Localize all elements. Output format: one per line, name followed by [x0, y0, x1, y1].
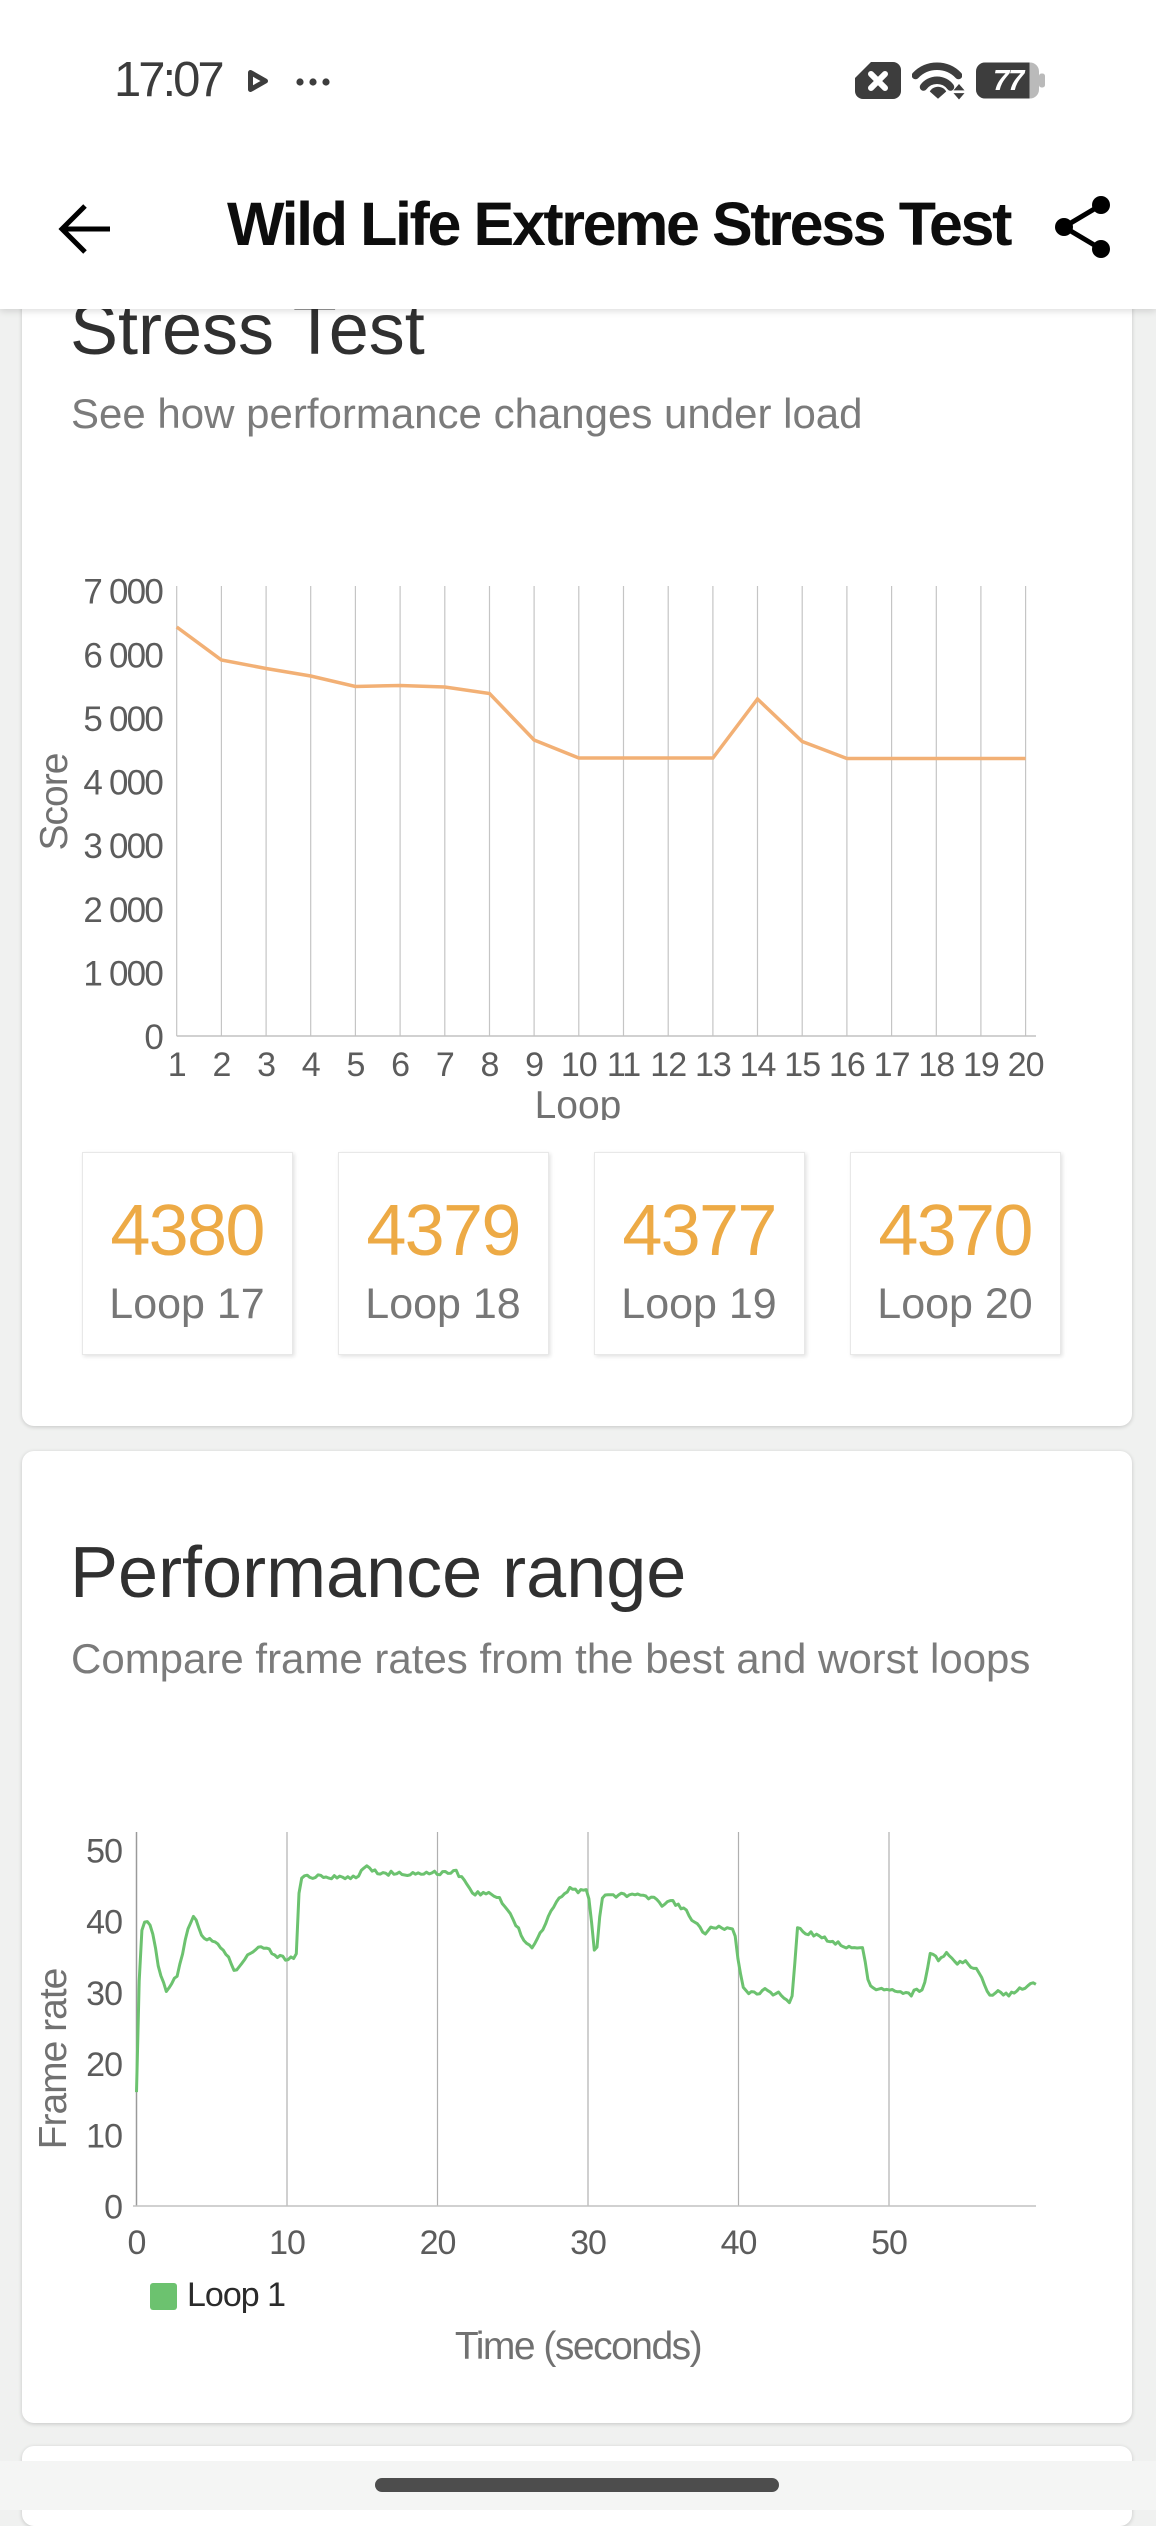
svg-text:40: 40: [721, 2224, 757, 2262]
svg-text:13: 13: [695, 1046, 731, 1084]
svg-text:4 000: 4 000: [83, 764, 163, 803]
svg-text:0: 0: [128, 2224, 146, 2262]
svg-text:1 000: 1 000: [83, 955, 163, 994]
svg-text:3: 3: [257, 1046, 275, 1084]
svg-text:10: 10: [561, 1046, 597, 1084]
svg-text:0: 0: [104, 2189, 122, 2227]
svg-text:50: 50: [871, 2224, 907, 2262]
svg-text:17: 17: [874, 1046, 910, 1084]
svg-text:15: 15: [784, 1046, 820, 1084]
svg-text:20: 20: [1008, 1046, 1044, 1084]
svg-text:12: 12: [650, 1046, 686, 1084]
svg-text:40: 40: [86, 1904, 122, 1942]
svg-text:14: 14: [740, 1046, 776, 1084]
svg-text:2: 2: [212, 1046, 230, 1084]
svg-text:30: 30: [86, 1975, 122, 2013]
svg-text:20: 20: [86, 2046, 122, 2084]
svg-text:6 000: 6 000: [83, 636, 163, 675]
svg-text:18: 18: [918, 1046, 954, 1084]
svg-text:16: 16: [829, 1046, 865, 1084]
svg-text:Score: Score: [33, 754, 76, 851]
svg-text:Loop: Loop: [535, 1084, 622, 1120]
svg-text:6: 6: [391, 1046, 409, 1084]
svg-text:3 000: 3 000: [83, 827, 163, 866]
svg-text:10: 10: [269, 2224, 305, 2262]
svg-text:5 000: 5 000: [83, 700, 163, 739]
svg-text:2 000: 2 000: [83, 891, 163, 930]
svg-text:7 000: 7 000: [83, 573, 163, 612]
svg-text:9: 9: [525, 1046, 543, 1084]
svg-text:11: 11: [607, 1046, 640, 1084]
svg-text:19: 19: [963, 1046, 999, 1084]
svg-text:4: 4: [302, 1046, 320, 1084]
svg-text:50: 50: [86, 1833, 122, 1871]
svg-text:77: 77: [993, 65, 1026, 97]
svg-text:30: 30: [570, 2224, 606, 2262]
svg-text:Frame rate: Frame rate: [32, 1969, 75, 2150]
svg-text:1: 1: [168, 1046, 186, 1084]
svg-text:5: 5: [346, 1046, 364, 1084]
svg-text:20: 20: [420, 2224, 456, 2262]
svg-text:10: 10: [86, 2117, 122, 2155]
svg-text:8: 8: [481, 1046, 499, 1084]
svg-text:7: 7: [436, 1046, 454, 1084]
svg-text:0: 0: [144, 1018, 163, 1057]
